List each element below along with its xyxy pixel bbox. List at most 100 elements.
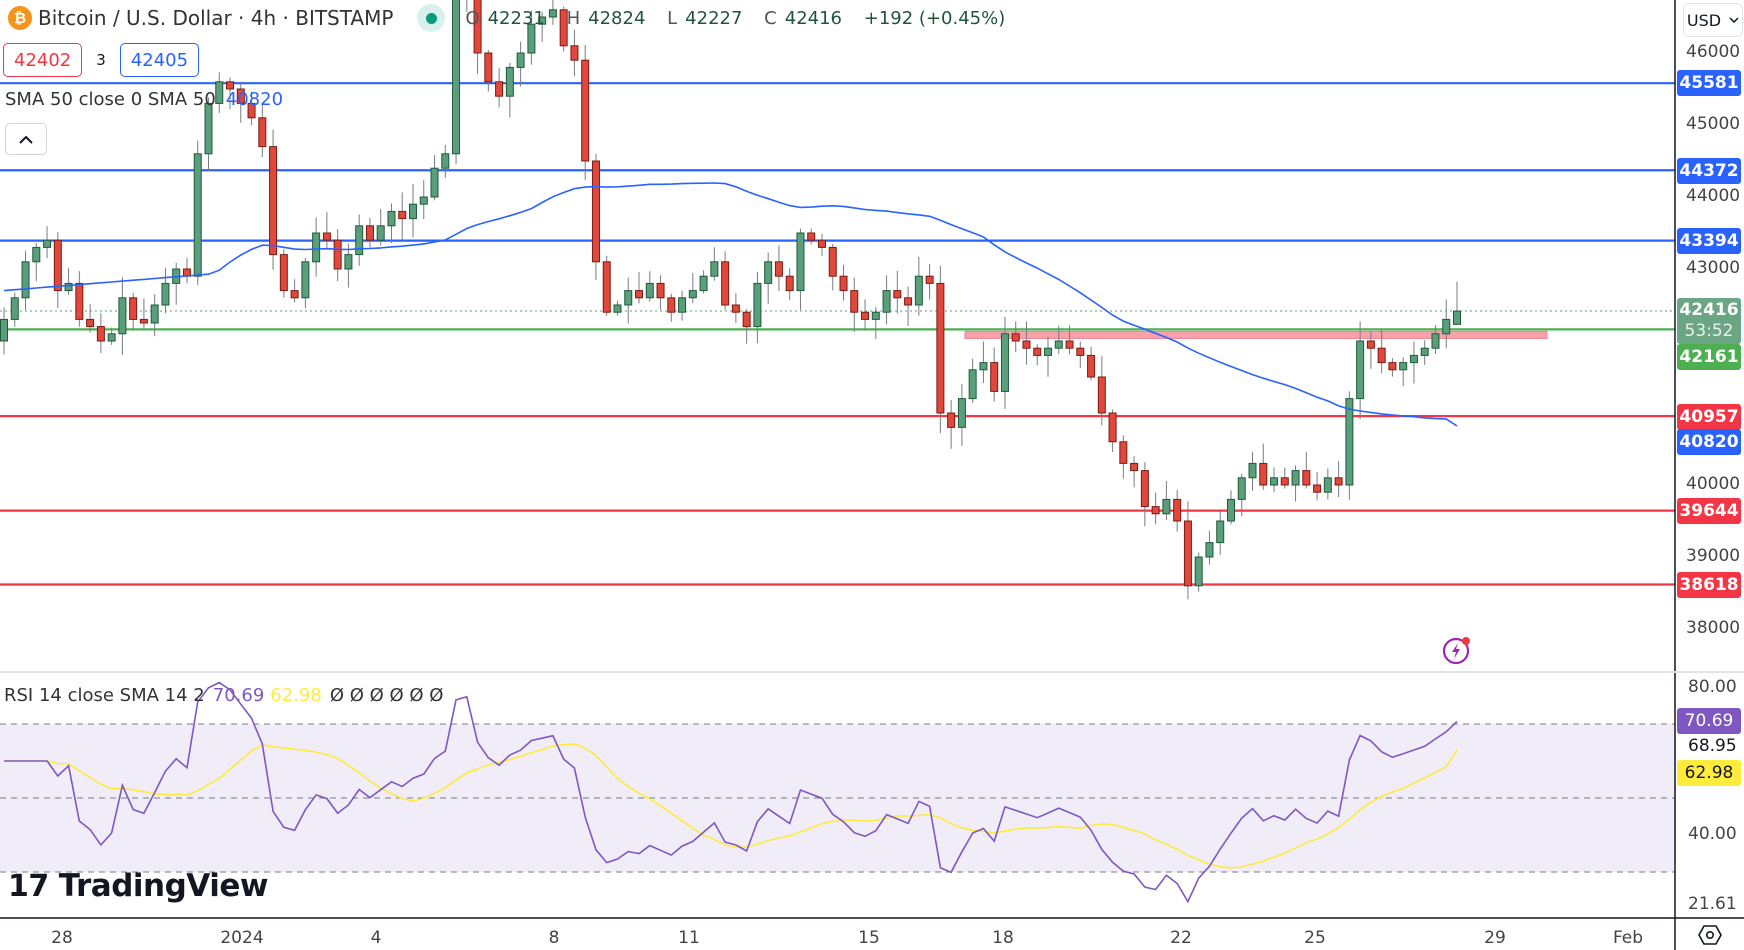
rsi-legend[interactable]: RSI 14 close SMA 14 2 70.69 62.98 Ø Ø Ø Ø Ø… <box>4 685 443 706</box>
price-tick-label: 38000 <box>1686 618 1741 638</box>
currency-value: USD <box>1686 10 1722 30</box>
candle <box>699 275 708 292</box>
candle <box>1044 347 1053 356</box>
time-tick-label: 15 <box>858 928 880 948</box>
candle <box>548 9 557 18</box>
candle <box>807 232 816 241</box>
time-tick-label: 25 <box>1304 928 1326 948</box>
candle <box>1442 318 1451 335</box>
candle <box>1140 470 1149 508</box>
candle <box>1345 398 1354 486</box>
candle <box>1366 340 1375 349</box>
rsi-line <box>4 681 1458 904</box>
candle <box>688 290 697 299</box>
candle <box>1237 477 1246 500</box>
candle <box>710 261 719 277</box>
candle <box>645 282 654 299</box>
candle <box>1313 484 1322 493</box>
rsi-legend-label: RSI 14 close SMA 14 2 <box>4 685 205 706</box>
candle <box>484 52 493 83</box>
tradingview-logo[interactable]: 17 TradingView <box>8 868 269 904</box>
candle <box>1076 347 1085 356</box>
candle <box>322 232 331 241</box>
candle <box>516 52 525 68</box>
chart-settings-button[interactable] <box>1690 922 1730 948</box>
tradingview-logo-text: TradingView <box>58 868 269 904</box>
symbol-legend[interactable]: ₿ Bitcoin / U.S. Dollar · 4h · BITSTAMP … <box>8 4 1013 32</box>
rsi-tick-label: 80.00 <box>1688 677 1737 697</box>
candle <box>817 239 826 248</box>
open-value: 42231 <box>487 7 545 29</box>
candle <box>602 261 611 313</box>
supply-zone-rect[interactable] <box>964 330 1548 339</box>
candle <box>979 362 988 371</box>
candle <box>1399 362 1408 371</box>
sma-legend[interactable]: SMA 50 close 0 SMA 50 40820 <box>5 89 283 110</box>
candle <box>161 282 170 306</box>
time-tick-label: 8 <box>548 928 560 948</box>
candle <box>0 318 8 342</box>
candle <box>258 117 267 148</box>
candle <box>785 275 794 292</box>
buy-button[interactable]: 42405 <box>119 43 200 77</box>
time-tick-label: 29 <box>1484 928 1506 948</box>
candle <box>1259 462 1268 486</box>
price-level-tag: 38618 <box>1677 572 1741 598</box>
candle <box>398 210 407 220</box>
candle <box>333 239 342 270</box>
candle <box>1334 477 1343 486</box>
candle <box>893 290 902 299</box>
candle <box>1054 340 1063 349</box>
candle <box>624 290 633 306</box>
candle <box>452 0 461 155</box>
candle <box>107 333 116 342</box>
candle <box>1291 470 1300 486</box>
candle <box>1151 506 1160 515</box>
candle <box>1162 498 1171 515</box>
candle <box>1356 340 1365 400</box>
rsi-tick-label: 21.61 <box>1688 894 1737 914</box>
candle <box>1087 354 1096 378</box>
lightning-alert-icon[interactable] <box>1441 634 1473 666</box>
collapse-legend-button[interactable] <box>5 123 47 155</box>
candle <box>796 232 805 292</box>
candle <box>1409 354 1418 364</box>
rsi-value: 70.69 <box>212 685 265 706</box>
candle <box>1280 477 1289 486</box>
chevron-up-icon <box>19 135 33 144</box>
rsi-na-values: Ø Ø Ø Ø Ø Ø <box>329 685 444 706</box>
candle <box>32 246 41 263</box>
candle <box>355 225 364 256</box>
candle <box>118 297 127 335</box>
spread-value: 3 <box>96 51 106 69</box>
bitcoin-icon: ₿ <box>8 6 32 30</box>
currency-select[interactable]: USD <box>1683 3 1743 37</box>
price-level-tag: 43394 <box>1677 228 1741 254</box>
candle <box>957 398 966 428</box>
candle <box>1377 347 1386 364</box>
candle <box>150 304 159 324</box>
candle <box>419 196 428 205</box>
candle <box>1130 462 1139 472</box>
symbol-title[interactable]: Bitcoin / U.S. Dollar · 4h · BITSTAMP <box>38 6 394 30</box>
candle <box>1388 362 1397 371</box>
time-tick-label: 11 <box>678 928 700 948</box>
candle <box>473 0 482 54</box>
candle <box>365 225 374 241</box>
candle <box>236 88 245 104</box>
candle <box>613 304 622 313</box>
candle <box>1453 310 1461 325</box>
candle <box>914 275 923 306</box>
price-level-tag: 42161 <box>1677 344 1741 370</box>
candle <box>43 239 52 248</box>
last-price-tag: 42416 53:52 <box>1677 298 1741 344</box>
candle <box>774 261 783 277</box>
candle <box>570 45 579 61</box>
candle <box>591 160 600 263</box>
market-open-dot-icon[interactable] <box>417 4 446 32</box>
low-value: 42227 <box>685 7 743 29</box>
candle <box>226 81 235 90</box>
time-tick-label: 18 <box>992 928 1014 948</box>
sell-button[interactable]: 42402 <box>3 43 83 77</box>
